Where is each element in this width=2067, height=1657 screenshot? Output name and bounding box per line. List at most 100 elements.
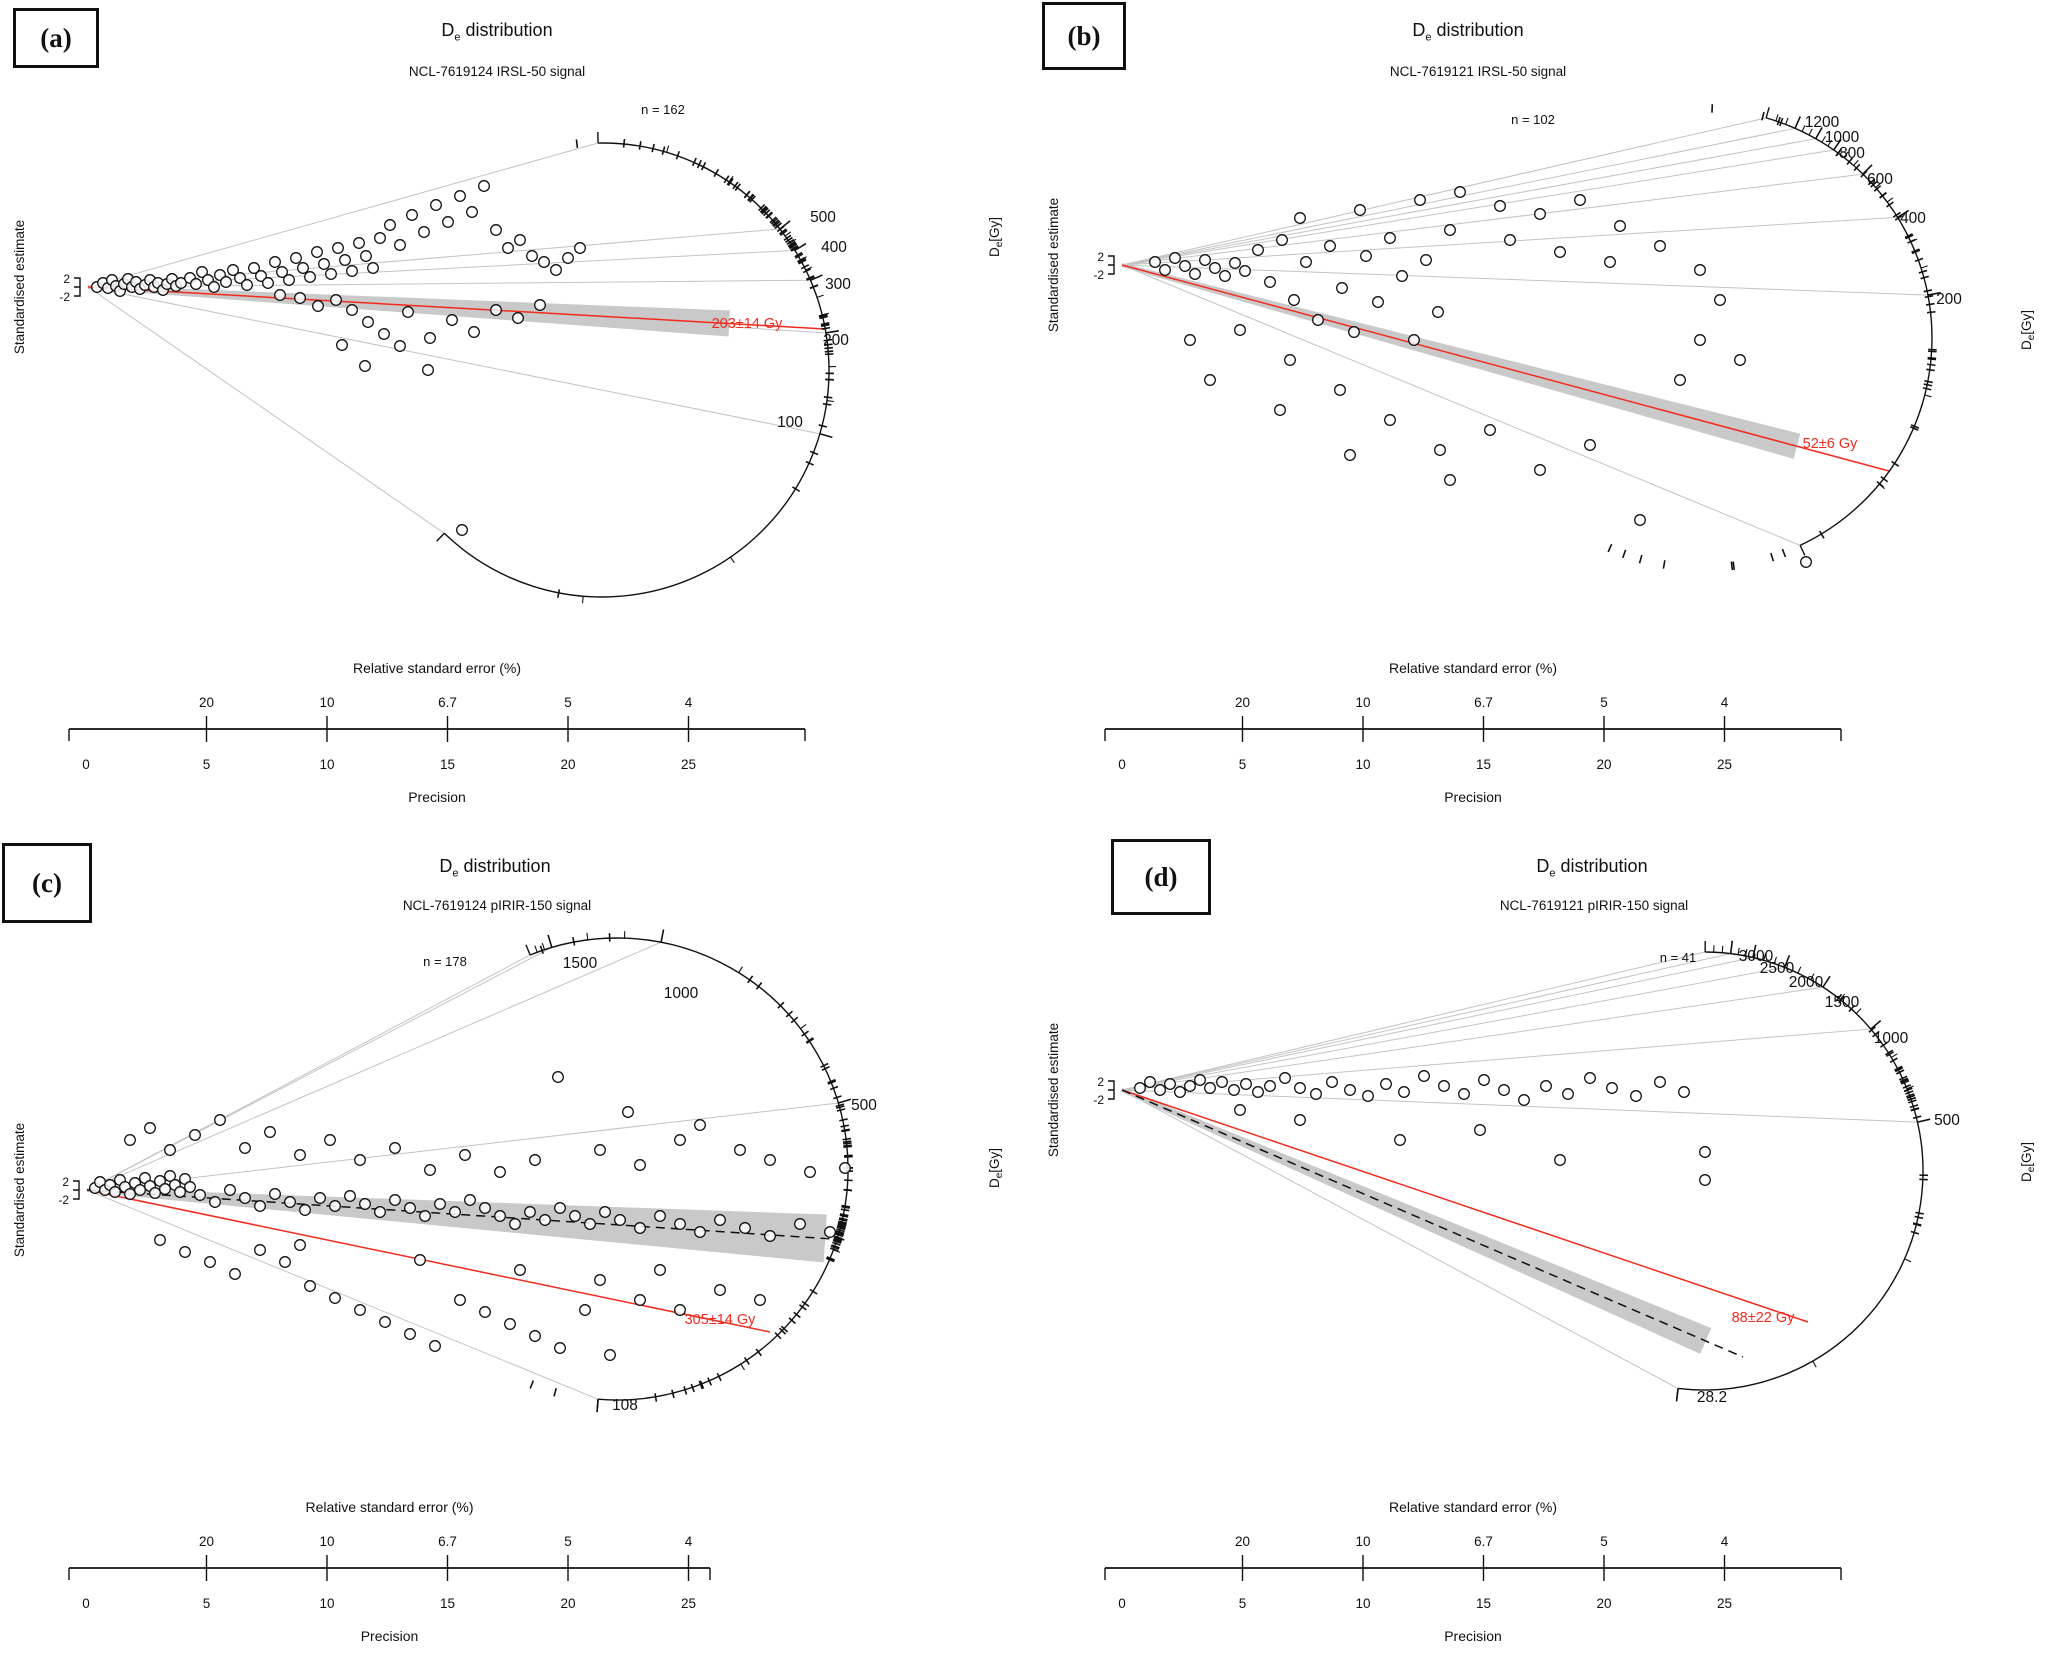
rug-tick	[835, 1230, 845, 1235]
arc-tick-label: 500	[1934, 1112, 1960, 1129]
data-point	[1334, 384, 1346, 396]
central-line-red	[1121, 264, 1890, 472]
y-tick-label: -2	[1093, 1093, 1104, 1107]
rug-tick	[1925, 302, 1935, 306]
rug-tick	[553, 1388, 558, 1397]
data-point	[1384, 414, 1396, 426]
y-axis-title: Standardised estimate	[1046, 1023, 1061, 1157]
rug-tick	[1880, 475, 1889, 483]
rug-tick	[770, 217, 779, 225]
central-value-label: 305±14 Gy	[685, 1312, 757, 1328]
arc-axis	[1765, 117, 1933, 547]
data-point	[389, 1194, 401, 1206]
rug-tick	[836, 1225, 846, 1230]
data-point	[1484, 424, 1496, 436]
data-point	[554, 1202, 566, 1214]
data-point	[1604, 256, 1616, 268]
y-axis-bracket	[1108, 1080, 1115, 1100]
data-point	[529, 1330, 541, 1342]
data-point	[1458, 1088, 1470, 1100]
rug-tick	[1911, 248, 1920, 254]
rug-tick	[700, 162, 707, 171]
rug-tick	[651, 143, 655, 153]
rug-tick	[790, 245, 799, 252]
data-point	[654, 1210, 666, 1222]
data-point	[1310, 1088, 1322, 1100]
rug-tick	[794, 251, 803, 258]
rug-tick	[1924, 294, 1934, 299]
rug-tick	[777, 1001, 785, 1009]
data-point	[149, 1187, 161, 1199]
rug-tick	[683, 1386, 688, 1395]
data-point	[526, 250, 538, 262]
rug-tick	[1879, 1041, 1888, 1048]
precision-tick-label: 0	[1118, 757, 1126, 772]
fan-ray	[1121, 264, 1801, 546]
panel-a-subtitle: NCL-7619124 IRSL-50 signal	[408, 64, 586, 79]
arc-minor-tick	[1920, 265, 1928, 269]
data-point	[1694, 334, 1706, 346]
arc-tick-label: 600	[1867, 171, 1893, 188]
data-point	[311, 246, 323, 258]
data-point	[424, 332, 436, 344]
rug-tick	[1927, 356, 1937, 360]
data-point	[839, 1162, 851, 1174]
arc-minor-tick	[1810, 973, 1815, 980]
data-point	[294, 292, 306, 304]
data-point	[538, 256, 550, 268]
data-point	[1294, 1082, 1306, 1094]
data-point	[389, 1142, 401, 1154]
rug-tick	[836, 1105, 845, 1110]
rug-tick	[1885, 1049, 1894, 1056]
data-point	[1324, 240, 1336, 252]
data-point	[1396, 270, 1408, 282]
rug-tick	[784, 236, 793, 243]
rse-tick-label: 20	[1235, 1534, 1250, 1549]
rug-tick	[1867, 178, 1876, 186]
rug-tick	[765, 211, 773, 219]
data-point	[674, 1304, 686, 1316]
fan-ray	[1121, 117, 1767, 266]
rug-tick	[1872, 1030, 1880, 1038]
data-point	[1362, 1090, 1374, 1102]
data-point	[459, 1149, 471, 1161]
data-point	[1300, 256, 1312, 268]
data-point	[269, 256, 281, 268]
arc-tick-label: 28.2	[1697, 1389, 1727, 1406]
rug-tick	[824, 346, 833, 350]
fan-ray	[86, 1189, 599, 1400]
data-point	[534, 299, 546, 311]
data-point	[1144, 1076, 1156, 1088]
de-axis-title: De[Gy]	[987, 1148, 1005, 1188]
arc-major-tick	[838, 1098, 852, 1104]
rug-tick	[790, 244, 799, 251]
rug-tick	[1911, 249, 1921, 255]
y-tick-label: -2	[1093, 268, 1104, 282]
data-point	[229, 1268, 241, 1280]
data-point	[674, 1218, 686, 1230]
fan-ray	[1121, 966, 1785, 1091]
data-point	[190, 278, 202, 290]
rug-tick	[760, 206, 768, 214]
arc-minor-tick	[1763, 953, 1767, 961]
data-point	[824, 1226, 836, 1238]
precision-tick-label: 10	[1355, 1596, 1370, 1611]
data-point	[1584, 439, 1596, 451]
de-axis-title: De[Gy]	[2019, 1142, 2037, 1182]
arc-major-tick	[810, 274, 823, 281]
rug-tick	[1909, 426, 1919, 431]
data-point	[634, 1294, 646, 1306]
data-point	[1274, 404, 1286, 416]
rug-tick	[837, 1224, 846, 1228]
rug-tick	[771, 219, 780, 227]
rug-tick	[696, 159, 702, 169]
rug-tick	[833, 1095, 842, 1100]
arc-minor-tick	[586, 932, 589, 940]
data-point	[1494, 200, 1506, 212]
data-point	[299, 1204, 311, 1216]
rug-tick	[1886, 1051, 1895, 1057]
data-point	[454, 190, 466, 202]
arc-tick-label: 2500	[1760, 960, 1795, 977]
